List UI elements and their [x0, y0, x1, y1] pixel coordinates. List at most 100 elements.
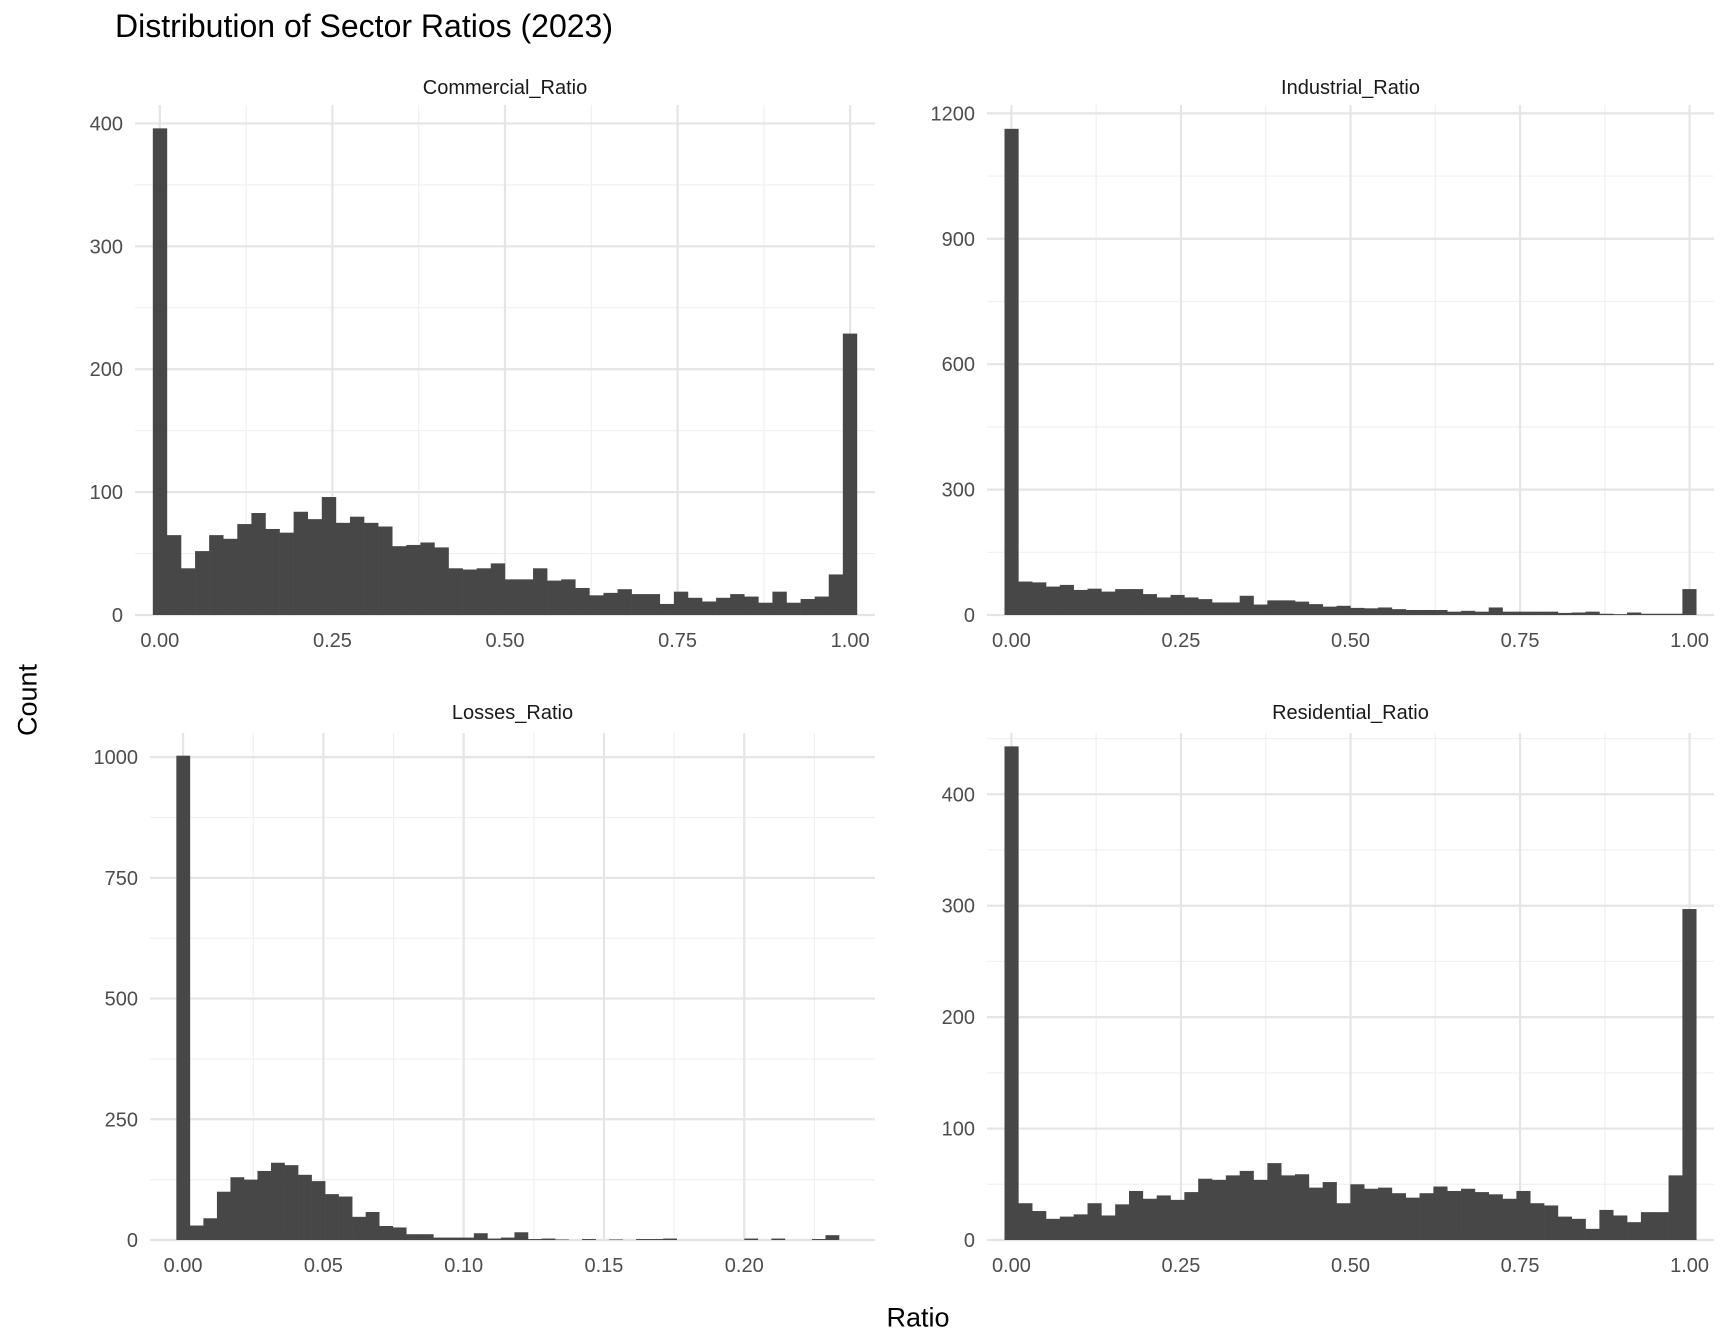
histogram-bar	[533, 568, 548, 615]
histogram-bar	[1212, 602, 1227, 615]
histogram-bar	[180, 568, 196, 615]
x-tick-label: 0.00	[992, 630, 1031, 652]
histogram-bar	[406, 544, 421, 615]
x-tick-label: 0.25	[1161, 630, 1200, 652]
histogram-bar	[1654, 613, 1669, 615]
y-tick-label: 0	[964, 605, 975, 627]
histogram-bar	[251, 513, 266, 615]
histogram-bar	[1364, 608, 1379, 615]
histogram-bar	[1018, 1203, 1033, 1240]
histogram-bar	[617, 589, 632, 615]
y-tick-label: 0	[964, 1230, 975, 1252]
histogram-bar	[1447, 611, 1462, 615]
histogram-bar	[1405, 1197, 1420, 1240]
histogram-bar	[1115, 1204, 1130, 1240]
x-tick-label: 1.00	[1670, 630, 1709, 652]
histogram-bar	[195, 551, 210, 615]
histogram-bar	[1032, 1211, 1047, 1240]
histogram-bar	[1336, 1203, 1351, 1240]
histogram-bar	[1073, 1214, 1088, 1240]
histogram-bar	[1378, 1187, 1393, 1240]
histogram-bar	[1018, 581, 1033, 615]
x-tick-label: 0.05	[304, 1255, 343, 1277]
facet-strip-label: Industrial_Ratio	[1281, 77, 1420, 99]
histogram-bar	[1156, 1195, 1171, 1240]
histogram-bar	[1682, 589, 1697, 615]
histogram-bar	[1184, 1192, 1199, 1240]
x-tick-label: 0.50	[486, 630, 525, 652]
histogram-bar	[1239, 595, 1254, 615]
histogram-bar	[1032, 582, 1047, 615]
histogram-bar	[293, 511, 309, 615]
y-tick-label: 400	[942, 784, 975, 806]
histogram-bar	[645, 594, 661, 615]
facet-strip-label: Residential_Ratio	[1272, 702, 1429, 724]
x-tick-label: 0.75	[1501, 630, 1540, 652]
histogram-bar	[786, 602, 801, 615]
histogram-bar	[434, 547, 449, 615]
histogram-bar	[1668, 613, 1683, 615]
histogram-bar	[406, 1234, 421, 1240]
histogram-bar	[659, 603, 675, 615]
y-tick-label: 100	[90, 482, 123, 504]
histogram-bar	[490, 563, 506, 615]
histogram-bar	[1336, 605, 1351, 615]
histogram-bar	[271, 1162, 285, 1240]
histogram-bar	[243, 1179, 258, 1240]
histogram-bar	[744, 596, 759, 615]
histogram-bar	[378, 526, 393, 615]
histogram-bar	[1267, 600, 1282, 615]
histogram-bar	[1101, 591, 1116, 615]
x-tick-label: 0.50	[1331, 1255, 1370, 1277]
histogram-bar	[636, 1239, 650, 1240]
histogram-bar	[460, 1237, 475, 1240]
histogram-bar	[1474, 611, 1490, 615]
histogram-bar	[352, 1216, 366, 1240]
histogram-bar	[1184, 597, 1199, 615]
histogram-bar	[364, 522, 379, 615]
panel-commercial-ratio: Commercial_Ratio 0 100 200 300 400 0.00 0.25 0.5…	[90, 77, 875, 652]
histogram-bar	[1419, 609, 1434, 615]
y-tick-label: 250	[105, 1109, 138, 1131]
histogram-bar	[814, 596, 830, 615]
histogram-bar	[223, 538, 238, 615]
histogram-bar	[1668, 1175, 1683, 1240]
histogram-bar	[1142, 1198, 1157, 1240]
histogram-bar	[279, 532, 294, 615]
histogram-bar	[462, 569, 477, 615]
histogram-bar	[433, 1237, 448, 1240]
histogram-bar	[216, 1191, 231, 1240]
x-tick-label: 1.00	[1670, 1255, 1709, 1277]
histogram-bar	[365, 1211, 380, 1240]
x-tick-label: 0.50	[1331, 630, 1370, 652]
histogram-bar	[1281, 1175, 1296, 1240]
y-tick-label: 100	[942, 1119, 975, 1141]
histogram-bar	[771, 1238, 786, 1240]
histogram-bar	[1613, 1215, 1628, 1240]
histogram-bar	[311, 1181, 326, 1240]
y-tick-label: 0	[127, 1230, 138, 1252]
histogram-bar	[189, 1225, 204, 1240]
histogram-bar	[1059, 1216, 1074, 1240]
histogram-bar	[631, 594, 646, 615]
histogram-bar	[603, 592, 618, 615]
histogram-bar	[1350, 607, 1365, 615]
histogram-bar	[1004, 746, 1019, 1240]
y-tick-label: 400	[90, 113, 123, 135]
histogram-bar	[772, 591, 787, 615]
histogram-bar	[1544, 1205, 1559, 1240]
histogram-bar	[1433, 609, 1448, 615]
histogram-bar	[1129, 1190, 1144, 1240]
histogram-bar	[1419, 1193, 1434, 1240]
y-tick-label: 750	[105, 868, 138, 890]
histogram-bar	[298, 1174, 312, 1240]
histogram-bar	[1640, 1212, 1656, 1240]
histogram-bar	[1212, 1179, 1227, 1240]
histogram-bar	[176, 755, 191, 1240]
y-tick-label: 900	[942, 229, 975, 251]
histogram-bar	[1295, 1174, 1310, 1240]
histogram-bar	[842, 333, 858, 615]
histogram-bar	[230, 1177, 245, 1240]
y-tick-label: 0	[112, 605, 123, 627]
